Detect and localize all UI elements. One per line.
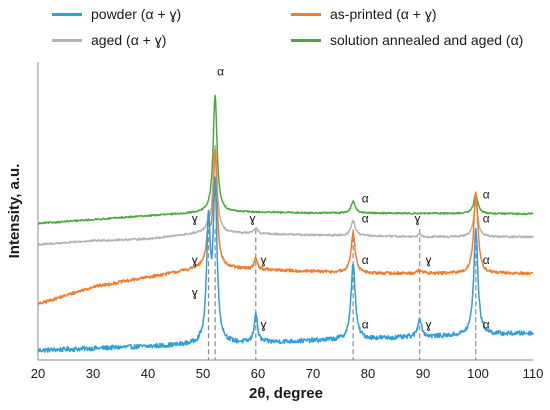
peak-label: α [217,64,224,78]
peak-label: ɣ [192,253,198,267]
peak-label: ɣ [260,253,266,267]
x-ticks: 20 30 40 50 60 70 80 90 100 110 [31,366,544,381]
x-tick-label: 90 [416,366,430,381]
peak-label: ɣ [414,212,420,226]
peak-label: α [362,212,369,226]
legend-swatch-powder [52,12,82,16]
peak-label: ɣ [425,253,431,267]
peak-label: ɣ [425,317,431,331]
legend-item-powder: powder (α + ɣ) [52,6,181,22]
x-tick-label: 100 [467,366,489,381]
series-line-2 [37,144,534,247]
series-lines [37,94,534,353]
peak-label: ɣ [260,317,266,331]
peak-label: α [362,317,369,331]
legend-item-solution-annealed: solution annealed and aged (α) [291,32,523,48]
peak-label: α [483,188,490,202]
x-tick-label: 20 [31,366,45,381]
peak-annotations: αα αɣ ɣ α ɣ αɣ ɣ α ɣ αɣɣ α ɣ α [192,64,490,331]
series-line-1 [37,149,534,306]
legend-swatch-solution-annealed [291,38,321,42]
x-tick-label: 30 [86,366,100,381]
x-tick-label: 50 [196,366,210,381]
legend-swatch-as-printed [291,12,321,16]
legend-label-aged: aged (α + ɣ) [91,32,167,48]
legend-label-as-printed: as-printed (α + ɣ) [330,6,437,22]
series-line-0 [37,176,534,353]
peak-label: α [483,212,490,226]
legend-swatch-aged [52,38,82,42]
peak-label: α [362,191,369,205]
legend-item-aged: aged (α + ɣ) [52,32,166,48]
legend-label-powder: powder (α + ɣ) [91,6,182,22]
x-tick-label: 110 [523,366,544,381]
x-tick-label: 80 [361,366,375,381]
x-tick-label: 60 [251,366,265,381]
peak-label: α [362,253,369,267]
x-tick-label: 70 [306,366,320,381]
legend-label-solution-annealed: solution annealed and aged (α) [330,32,524,48]
peak-label: ɣ [192,212,198,226]
x-axis-title: 2θ, degree [249,385,323,402]
series-line-3 [37,94,534,225]
x-tick-label: 40 [141,366,155,381]
peak-label: α [483,317,490,331]
reference-lines [207,229,477,360]
legend-item-as-printed: as-printed (α + ɣ) [291,6,437,22]
y-axis-title: Intensity, a.u. [6,164,23,259]
peak-label: ɣ [249,212,255,226]
peak-label: ɣ [192,286,198,300]
peak-label: α [483,253,490,267]
legend: powder (α + ɣ) as-printed (α + ɣ) aged (… [0,0,550,56]
